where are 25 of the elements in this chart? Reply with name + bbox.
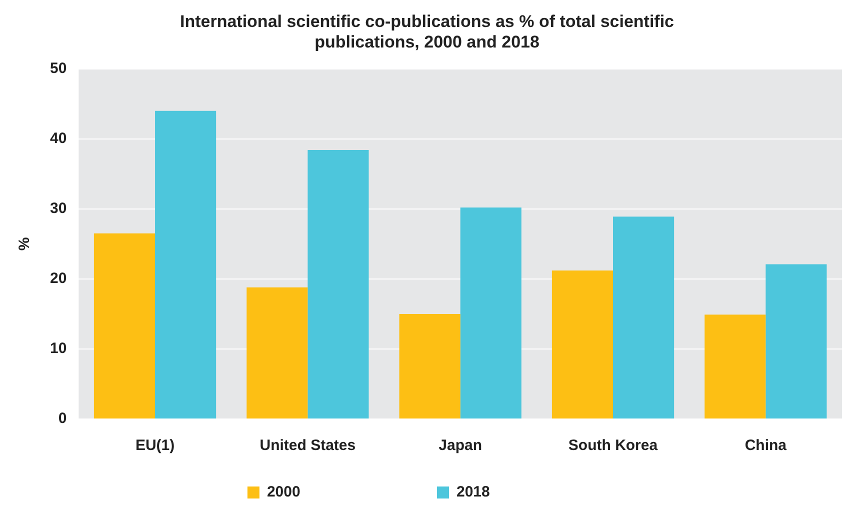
bar xyxy=(552,270,614,418)
legend-label: 2000 xyxy=(266,484,418,501)
y-axis-title: % xyxy=(16,237,34,251)
bar xyxy=(613,216,674,418)
bar xyxy=(308,150,369,418)
y-tick-label: 0 xyxy=(58,410,67,428)
bar xyxy=(704,314,766,418)
y-tick-label: 20 xyxy=(50,270,67,288)
bar xyxy=(399,314,460,418)
bar xyxy=(766,264,827,418)
bar xyxy=(460,207,522,418)
legend-label: 2018 xyxy=(456,484,607,501)
y-tick-label: 40 xyxy=(50,130,67,147)
bar xyxy=(246,287,308,418)
chart-title: International scientific co-publications as % of total scientific publications, 2000 and 2018 xyxy=(180,12,674,52)
x-tick-label: United States xyxy=(260,437,356,454)
y-tick-label: 10 xyxy=(50,340,67,358)
y-tick-label: 30 xyxy=(50,200,67,218)
bar xyxy=(155,110,216,418)
y-tick-label: 50 xyxy=(50,60,67,77)
x-tick-label: China xyxy=(744,437,788,454)
x-tick-label: EU(1) xyxy=(135,437,175,454)
x-tick-label: Japan xyxy=(438,437,482,454)
bar xyxy=(94,233,156,418)
x-tick-label: South Korea xyxy=(568,437,658,454)
